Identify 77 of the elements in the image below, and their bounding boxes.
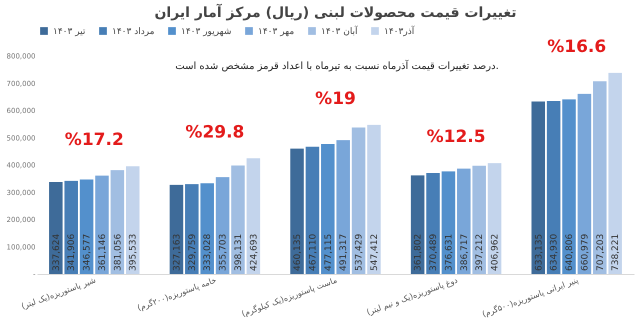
bar [442, 171, 456, 274]
bar [246, 158, 260, 274]
bar [185, 184, 199, 274]
data-label: 477,115 [324, 234, 334, 271]
annotation: %19 [315, 88, 356, 109]
annotation: %17.2 [64, 130, 124, 150]
bar [531, 101, 546, 274]
bar [216, 177, 230, 274]
legend-label: شهریور ۱۴۰۳ [181, 27, 232, 37]
bar [290, 148, 304, 274]
x-tick-label: دوغ پاستوریزه(یک و نیم لیتر) [365, 275, 460, 317]
bar [321, 144, 335, 274]
bar [306, 146, 320, 274]
data-label: 337,624 [52, 234, 62, 271]
data-label: 738,221 [611, 234, 622, 271]
annotation: %29.8 [185, 122, 244, 142]
bar [95, 176, 109, 274]
data-label: 460,135 [293, 234, 304, 271]
bar [336, 140, 350, 274]
bar [593, 81, 607, 274]
bar [110, 170, 124, 274]
legend-label: آبان ۱۴۰۳ [321, 25, 358, 37]
data-label: 424,693 [249, 234, 260, 271]
chart-title: تغییرات قیمت محصولات لبنی (ریال) مرکز آمار ایران [154, 3, 517, 21]
data-label: 491,317 [339, 234, 350, 271]
data-label: 346,577 [82, 234, 93, 271]
data-label: 547,412 [370, 234, 380, 271]
bar [231, 166, 245, 274]
data-label: 537,429 [354, 234, 365, 271]
bar [457, 168, 471, 274]
data-label: 640,806 [565, 234, 576, 271]
data-label: 381,056 [113, 234, 124, 271]
bar [49, 182, 63, 274]
bar [426, 173, 440, 274]
x-tick-label: خامه پاستوریزه(۲۰۰گرم) [136, 274, 218, 313]
bar [608, 72, 622, 274]
data-label: 355,703 [218, 234, 229, 271]
x-tick-label: ماست پاستوریزه(یک کیلوگرم) [240, 274, 338, 318]
data-label: 341,906 [67, 234, 78, 271]
bar [170, 184, 184, 274]
annotation: %16.6 [547, 36, 606, 57]
data-label: 406,962 [490, 234, 501, 271]
data-label: 333,028 [203, 234, 214, 271]
data-label: 633,135 [534, 234, 544, 271]
bar [410, 175, 424, 274]
data-label: 395,533 [128, 234, 139, 271]
data-label: 327,163 [172, 234, 182, 271]
data-label: 467,110 [308, 234, 318, 271]
x-tick-label: پنیر ایرانی پاستوریزه(۵۰۰گرم) [480, 274, 580, 319]
annotation: درصد تغییرات قیمت آذرماه نسبت به تیرماه با اعداد قرمز مشخص شده است. [175, 59, 499, 72]
data-label: 361,146 [98, 234, 108, 271]
bar [546, 100, 560, 274]
legend-label: مرداد ۱۴۰۳ [112, 27, 155, 37]
data-label: 397,212 [475, 234, 486, 271]
data-label: 361,802 [414, 234, 424, 271]
bar [562, 99, 576, 274]
data-label: 707,203 [596, 234, 606, 271]
bar [578, 94, 592, 274]
data-label: 398,131 [234, 234, 244, 271]
bar [472, 166, 486, 274]
legend-label: تیر ۱۴۰۳ [53, 27, 86, 37]
data-label: 660,979 [580, 234, 590, 271]
data-label: 376,631 [444, 234, 454, 271]
bar [126, 166, 140, 274]
data-label: 634,930 [550, 234, 560, 271]
legend-label: آذر۱۴۰۳ [384, 25, 415, 37]
data-label: 386,717 [460, 234, 470, 271]
bar [488, 163, 502, 274]
legend-label: مهر ۱۴۰۳ [258, 27, 294, 37]
data-label: 370,489 [429, 234, 440, 271]
bar [64, 180, 78, 274]
data-label: 329,759 [188, 234, 198, 271]
bar [80, 180, 94, 274]
bar [352, 128, 366, 274]
x-tick-label: شیر پاستوریزه(یک لیتر) [20, 275, 98, 311]
bar [367, 124, 381, 274]
annotation: %12.5 [426, 127, 486, 148]
